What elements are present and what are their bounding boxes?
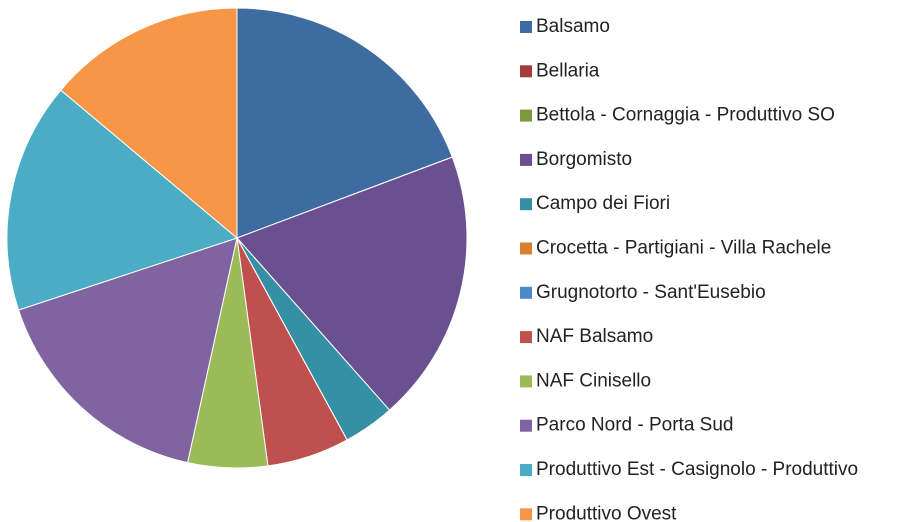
legend-label: NAF Balsamo (536, 326, 653, 347)
legend-label: Parco Nord - Porta Sud (536, 415, 733, 436)
legend-swatch (520, 198, 532, 211)
pie-slice (236, 156, 468, 411)
legend-label: NAF Cinisello (536, 370, 651, 391)
legend-swatch (520, 153, 532, 166)
legend-label: Bellaria (536, 60, 600, 81)
legend-label: Produttivo Ovest (536, 503, 677, 522)
legend-swatch (520, 331, 532, 344)
legend-label: Borgomisto (536, 149, 632, 170)
legend-swatch (520, 21, 532, 33)
legend-swatch (520, 286, 532, 299)
legend-swatch (520, 375, 532, 388)
legend-swatch (520, 65, 532, 78)
legend-label: Crocetta - Partigiani - Villa Rachele (536, 238, 831, 259)
legend-label: Balsamo (536, 16, 610, 37)
legend-label: Produttivo Est - Casignolo - Produttivo (536, 459, 858, 480)
pie-slice (236, 7, 453, 239)
legend-swatch (520, 464, 532, 476)
legend-swatch (520, 109, 532, 122)
legend-swatch (520, 242, 532, 255)
legend-label: Bettola - Cornaggia - Produttivo SO (536, 105, 835, 126)
pie-slice (17, 237, 238, 464)
legend-swatch (520, 508, 532, 521)
pie-slice (60, 7, 238, 240)
legend-label: Campo dei Fiori (536, 193, 670, 214)
pie-slice (6, 89, 239, 311)
legend-label: Grugnotorto - Sant'Eusebio (536, 282, 766, 303)
legend-swatch (520, 419, 532, 432)
